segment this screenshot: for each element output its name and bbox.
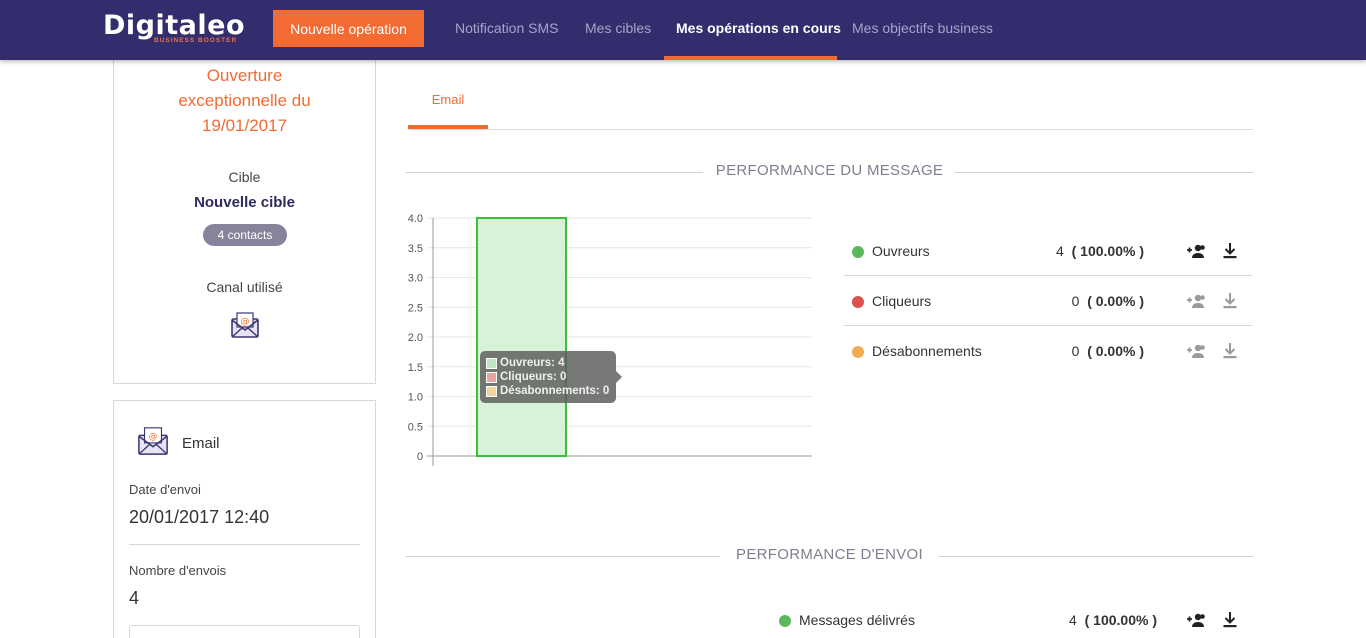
stat-percentage: ( 100.00% ) [1084, 612, 1157, 628]
tooltip-swatch [486, 371, 497, 383]
y-tick-label: 0 [417, 451, 423, 463]
digitaleo-logo[interactable]: Digitaleo BUSINESS BOOSTER [103, 10, 255, 48]
stat-count-value: 0 [1071, 293, 1080, 309]
stat-label: Messages délivrés [799, 612, 915, 628]
operation-title-line: 19/01/2017 [201, 116, 288, 135]
bar-ouvreurs [476, 217, 567, 457]
nav-item-mes-operations[interactable]: Mes opérations en cours [676, 20, 841, 36]
y-tick-label: 4.0 [408, 213, 423, 225]
stat-percentage: ( 100.00% ) [1071, 243, 1144, 259]
stat-label: Cliqueurs [872, 293, 932, 309]
tooltip-text: Désabonnements: 0 [500, 385, 610, 397]
send-date-label: Date d'envoi [129, 482, 201, 497]
email-icon: @ [138, 427, 168, 455]
logo-tagline: BUSINESS BOOSTER [154, 37, 238, 44]
divider [129, 544, 360, 545]
section-title-message: PERFORMANCE DU MESSAGE [715, 162, 944, 179]
canal-label: Canal utilisé [206, 279, 283, 295]
tooltip-row: Ouvreurs: 4 [486, 356, 610, 370]
tab-active-indicator [408, 125, 488, 129]
y-tick-label: 1.5 [408, 362, 423, 374]
download-icon[interactable] [1222, 342, 1238, 360]
download-icon[interactable] [1222, 292, 1238, 310]
contacts-badge: 4 contacts [203, 224, 287, 246]
send-date-value: 20/01/2017 12:40 [129, 507, 270, 527]
add-contacts-icon[interactable] [1184, 612, 1206, 628]
section-heading-message: PERFORMANCE DU MESSAGE [406, 162, 1253, 182]
email-card-title: Email [182, 435, 220, 452]
download-icon[interactable] [1222, 611, 1238, 629]
section-rule [406, 556, 720, 557]
section-rule [955, 172, 1253, 173]
nav-item-notification-sms[interactable]: Notification SMS [455, 20, 559, 36]
tooltip-row: Désabonnements: 0 [486, 384, 610, 398]
tooltip-text: Cliqueurs: 0 [500, 371, 567, 383]
stat-label: Ouvreurs [872, 243, 930, 259]
performance-bar-chart: 0 0.5 1.0 1.5 2.0 2.5 3.0 3.5 4.0 [408, 213, 812, 466]
svg-text:@: @ [149, 431, 157, 441]
section-rule [939, 556, 1253, 557]
tooltip-text: Ouvreurs: 4 [500, 357, 565, 369]
stat-count-value: 0 [1071, 343, 1080, 359]
add-contacts-icon[interactable] [1184, 243, 1206, 259]
cible-label: Cible [228, 169, 261, 185]
download-icon[interactable] [1222, 242, 1238, 260]
operation-summary-card: Ouverture exceptionnelle du 19/01/2017 C… [113, 52, 376, 384]
email-preview-button[interactable] [129, 625, 360, 638]
status-dot-green [779, 615, 791, 627]
operation-title-line: exceptionnelle du [178, 91, 311, 110]
tooltip-swatch [486, 357, 497, 369]
stat-count: 0 ( 0.00% ) [1072, 293, 1144, 309]
send-count-label: Nombre d'envois [129, 563, 227, 578]
section-title-envoi: PERFORMANCE D'ENVOI [736, 546, 923, 563]
email-icon: @ [231, 312, 259, 338]
stat-row-desabonnements: Désabonnements 0 ( 0.00% ) [844, 326, 1252, 376]
add-contacts-icon[interactable] [1184, 343, 1206, 359]
y-tick-label: 1.0 [408, 392, 423, 404]
top-navbar: Digitaleo BUSINESS BOOSTER Nouvelle opér… [0, 0, 1366, 60]
y-tick-label: 2.0 [408, 332, 423, 344]
send-count-value: 4 [129, 588, 140, 608]
stat-row-cliqueurs: Cliqueurs 0 ( 0.00% ) [844, 276, 1252, 326]
stat-count: 4 ( 100.00% ) [1056, 243, 1144, 259]
stat-row-messages-delivres: Messages délivrés 4 ( 100.00% ) [771, 595, 1252, 638]
tooltip-row: Cliqueurs: 0 [486, 370, 610, 384]
tab-email[interactable]: Email [431, 92, 465, 107]
nav-item-mes-objectifs[interactable]: Mes objectifs business [852, 20, 993, 36]
status-dot-orange [852, 346, 864, 358]
stat-count: 4 ( 100.00% ) [1069, 612, 1157, 628]
tabs-divider [408, 129, 1253, 130]
email-details-card: @ Email Date d'envoi 20/01/2017 12:40 No… [113, 400, 376, 638]
chart-tooltip: Ouvreurs: 4 Cliqueurs: 0 Désabonnements:… [480, 351, 622, 403]
operation-title: Ouverture exceptionnelle du 19/01/2017 [114, 63, 375, 138]
stat-percentage: ( 0.00% ) [1087, 293, 1144, 309]
status-dot-green [852, 246, 864, 258]
y-tick-label: 3.0 [408, 273, 423, 285]
stat-percentage: ( 0.00% ) [1087, 343, 1144, 359]
stat-count: 0 ( 0.00% ) [1072, 343, 1144, 359]
logo-text: Digitaleo [103, 10, 245, 41]
y-tick-label: 2.5 [408, 302, 423, 314]
y-tick-label: 3.5 [408, 243, 423, 255]
section-heading-envoi: PERFORMANCE D'ENVOI [406, 546, 1253, 566]
stat-label: Désabonnements [872, 343, 982, 359]
status-dot-red [852, 296, 864, 308]
section-rule [406, 172, 703, 173]
add-contacts-icon[interactable] [1184, 293, 1206, 309]
cible-name: Nouvelle cible [194, 194, 295, 211]
y-tick-label: 0.5 [408, 421, 423, 433]
stat-row-ouvreurs: Ouvreurs 4 ( 100.00% ) [844, 226, 1252, 276]
tooltip-swatch [486, 385, 497, 397]
svg-text:@: @ [241, 317, 250, 327]
operation-title-line: Ouverture [206, 66, 283, 85]
stat-count-value: 4 [1069, 612, 1077, 628]
nav-active-indicator [664, 56, 837, 60]
stat-count-value: 4 [1056, 243, 1064, 259]
nav-item-mes-cibles[interactable]: Mes cibles [585, 20, 652, 36]
new-operation-button[interactable]: Nouvelle opération [273, 10, 424, 47]
